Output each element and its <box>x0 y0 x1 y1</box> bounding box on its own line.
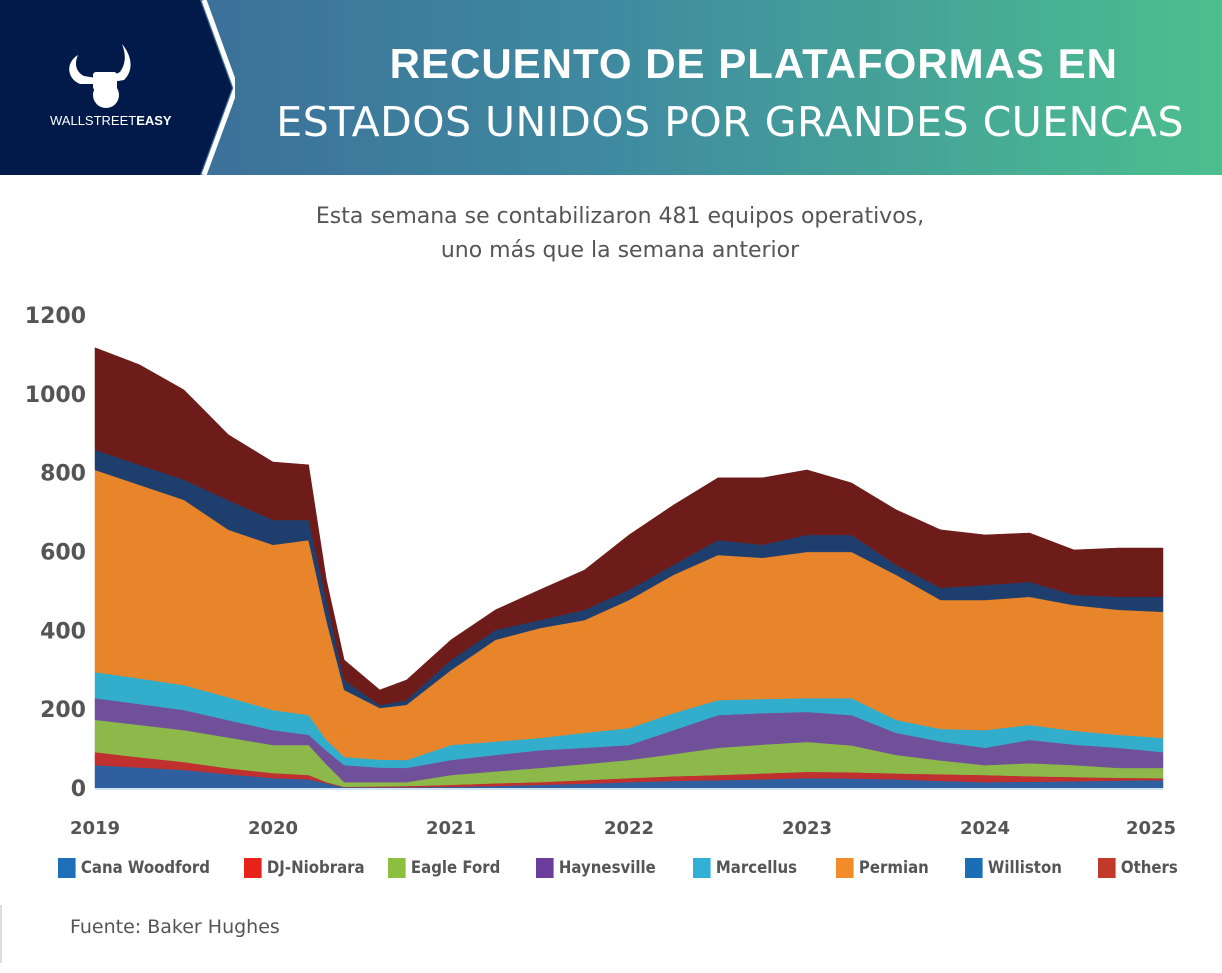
y-tick-label: 200 <box>40 698 86 723</box>
x-tick-label: 2023 <box>782 818 832 839</box>
subtitle: Esta semana se contabilizaron 481 equipo… <box>0 200 1222 268</box>
legend-label: DJ-Niobrara <box>266 858 365 878</box>
chart-legend: Cana Woodford DJ-Niobrara Eagle Ford Haynes… <box>58 858 1198 878</box>
area-others <box>94 347 1164 706</box>
legend-swatch <box>388 858 406 878</box>
legend-swatch <box>693 858 711 878</box>
legend-label: Eagle Ford <box>410 858 501 878</box>
y-tick-label: 800 <box>40 462 86 487</box>
logo-text: WALLSTREETEASY <box>50 113 172 128</box>
legend-swatch <box>58 858 76 878</box>
subtitle-line-1: Esta semana se contabilizaron 481 equipo… <box>315 204 925 229</box>
header-banner: WALLSTREETEASY RECUENTO DE PLATAFORMAS E… <box>0 0 1222 175</box>
legend-item: Williston <box>965 858 1082 878</box>
legend-swatch <box>536 858 554 878</box>
legend-swatch <box>965 858 983 878</box>
logo-panel: WALLSTREETEASY <box>0 0 235 175</box>
x-tick-label: 2021 <box>426 818 476 839</box>
y-tick-label: 400 <box>40 619 86 644</box>
bull-fist-logo-icon <box>69 44 131 108</box>
x-tick-label: 2020 <box>248 818 298 839</box>
legend-swatch <box>244 858 262 878</box>
legend-item: Cana Woodford <box>58 858 222 878</box>
legend-item: Eagle Ford <box>388 858 518 878</box>
legend-swatch <box>1098 858 1116 878</box>
y-tick-label: 0 <box>71 777 86 802</box>
legend-label: Others <box>1120 858 1178 878</box>
title-line-1: RECUENTO DE PLATAFORMAS EN <box>389 40 1118 87</box>
legend-item: Marcellus <box>693 858 819 878</box>
divider <box>0 905 2 963</box>
legend-label: Cana Woodford <box>80 858 211 878</box>
x-tick-label: 2019 <box>70 818 120 839</box>
legend-item: DJ-Niobrara <box>244 858 371 878</box>
title-line-2: ESTADOS UNIDOS POR GRANDES CUENCAS <box>276 98 1184 146</box>
legend-label: Williston <box>987 858 1062 878</box>
legend-label: Marcellus <box>715 858 798 878</box>
subtitle-line-2: uno más que la semana anterior <box>440 238 800 263</box>
legend-label: Permian <box>858 858 929 878</box>
legend-swatch <box>836 858 854 878</box>
x-tick-label: 2022 <box>604 818 654 839</box>
stacked-area-chart: 0 200 400 600 800 1000 1200 2019 2020 2021 2022 20… <box>25 304 1176 839</box>
x-tick-label: 2025 <box>1126 818 1176 839</box>
legend-item: Haynesville <box>536 858 674 878</box>
legend-item: Others <box>1098 858 1186 878</box>
y-tick-label: 600 <box>40 541 86 566</box>
legend-label: Haynesville <box>558 858 656 878</box>
legend-item: Permian <box>836 858 950 878</box>
y-tick-label: 1200 <box>25 304 86 329</box>
y-tick-label: 1000 <box>25 383 86 408</box>
source-note: Fuente: Baker Hughes <box>70 916 280 938</box>
x-tick-label: 2024 <box>960 818 1010 839</box>
